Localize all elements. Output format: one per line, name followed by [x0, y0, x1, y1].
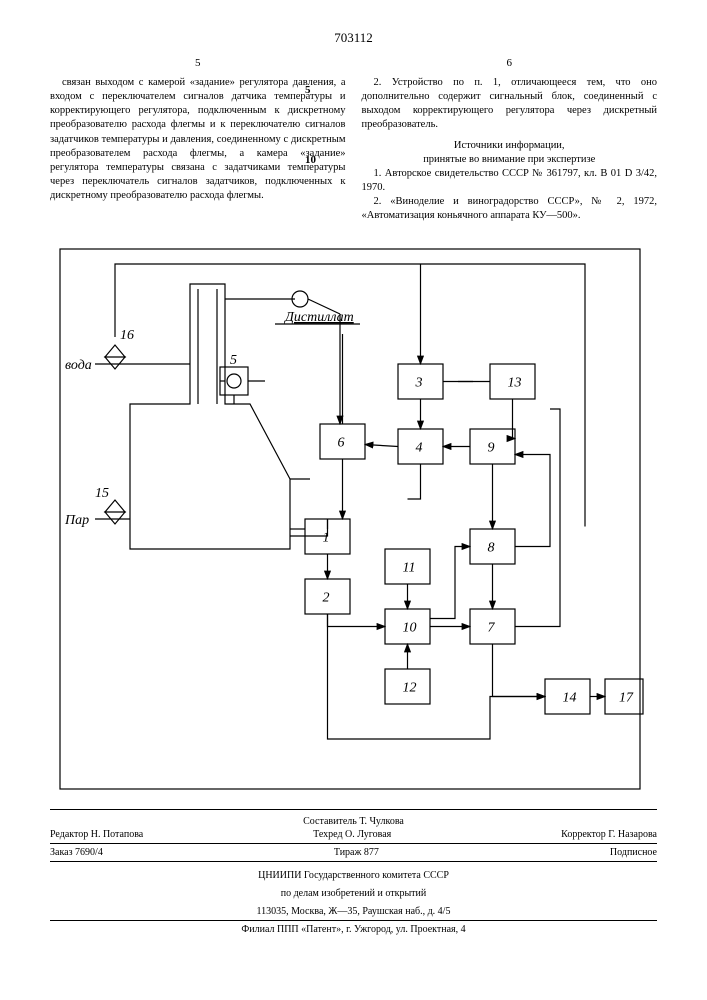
- svg-text:1: 1: [323, 530, 330, 545]
- column-5: 5 связан выходом с камерой «задание» рег…: [50, 56, 346, 224]
- svg-text:9: 9: [488, 440, 495, 455]
- addr-2: Филиал ППП «Патент», г. Ужгород, ул. Про…: [50, 920, 657, 936]
- source-1: 1. Авторское свидетельство СССР № 361797…: [362, 167, 658, 195]
- org-line-1: ЦНИИПИ Государственного комитета СССР: [50, 869, 657, 882]
- svg-text:вода: вода: [65, 358, 92, 373]
- svg-text:11: 11: [403, 560, 416, 575]
- svg-text:5: 5: [230, 353, 237, 368]
- col5-paragraph: связан выходом с камерой «задание» регул…: [50, 76, 346, 204]
- publication-credits: Составитель Т. Чулкова Редактор Н. Потап…: [50, 809, 657, 936]
- tehred: Техред О. Луговая: [313, 828, 391, 841]
- schematic-diagram: 1615водаПарДистиллат12345678910111213141…: [50, 239, 657, 799]
- svg-text:15: 15: [95, 486, 109, 501]
- corrector: Корректор Г. Назарова: [561, 828, 657, 841]
- col6-paragraph-1: 2. Устройство по п. 1, отличающееся тем,…: [362, 76, 658, 133]
- subscribe: Подписное: [610, 846, 657, 859]
- document-number: 703112: [50, 30, 657, 46]
- svg-text:8: 8: [488, 540, 495, 555]
- two-column-text: 5 связан выходом с камерой «задание» рег…: [50, 56, 657, 224]
- column-number-6: 6: [362, 56, 658, 71]
- svg-text:4: 4: [416, 440, 423, 455]
- line-marker-10: 10: [305, 154, 316, 166]
- column-6: 6 2. Устройство по п. 1, отличающееся те…: [362, 56, 658, 224]
- svg-text:2: 2: [323, 590, 330, 605]
- svg-text:16: 16: [120, 328, 134, 343]
- svg-text:6: 6: [338, 435, 345, 450]
- org-line-2: по делам изобретений и открытий: [50, 887, 657, 900]
- column-number-5: 5: [50, 56, 346, 71]
- svg-text:17: 17: [619, 690, 634, 705]
- svg-text:13: 13: [508, 375, 522, 390]
- compiler: Составитель Т. Чулкова: [50, 815, 657, 828]
- svg-text:3: 3: [415, 375, 423, 390]
- svg-text:14: 14: [563, 690, 577, 705]
- editor: Редактор Н. Потапова: [50, 828, 143, 841]
- sources-heading: Источники информации, принятые во вниман…: [362, 139, 658, 167]
- svg-text:10: 10: [403, 620, 417, 635]
- tirage: Тираж 877: [334, 846, 379, 859]
- order: Заказ 7690/4: [50, 846, 103, 859]
- addr-1: 113035, Москва, Ж—35, Раушская наб., д. …: [50, 905, 657, 918]
- svg-text:12: 12: [403, 680, 417, 695]
- svg-text:Пар: Пар: [64, 513, 89, 528]
- source-2: 2. «Виноделие и виноградорство СССР», № …: [362, 195, 658, 223]
- svg-text:Дистиллат: Дистиллат: [283, 310, 354, 325]
- line-marker-5: 5: [305, 84, 311, 96]
- svg-text:7: 7: [488, 620, 496, 635]
